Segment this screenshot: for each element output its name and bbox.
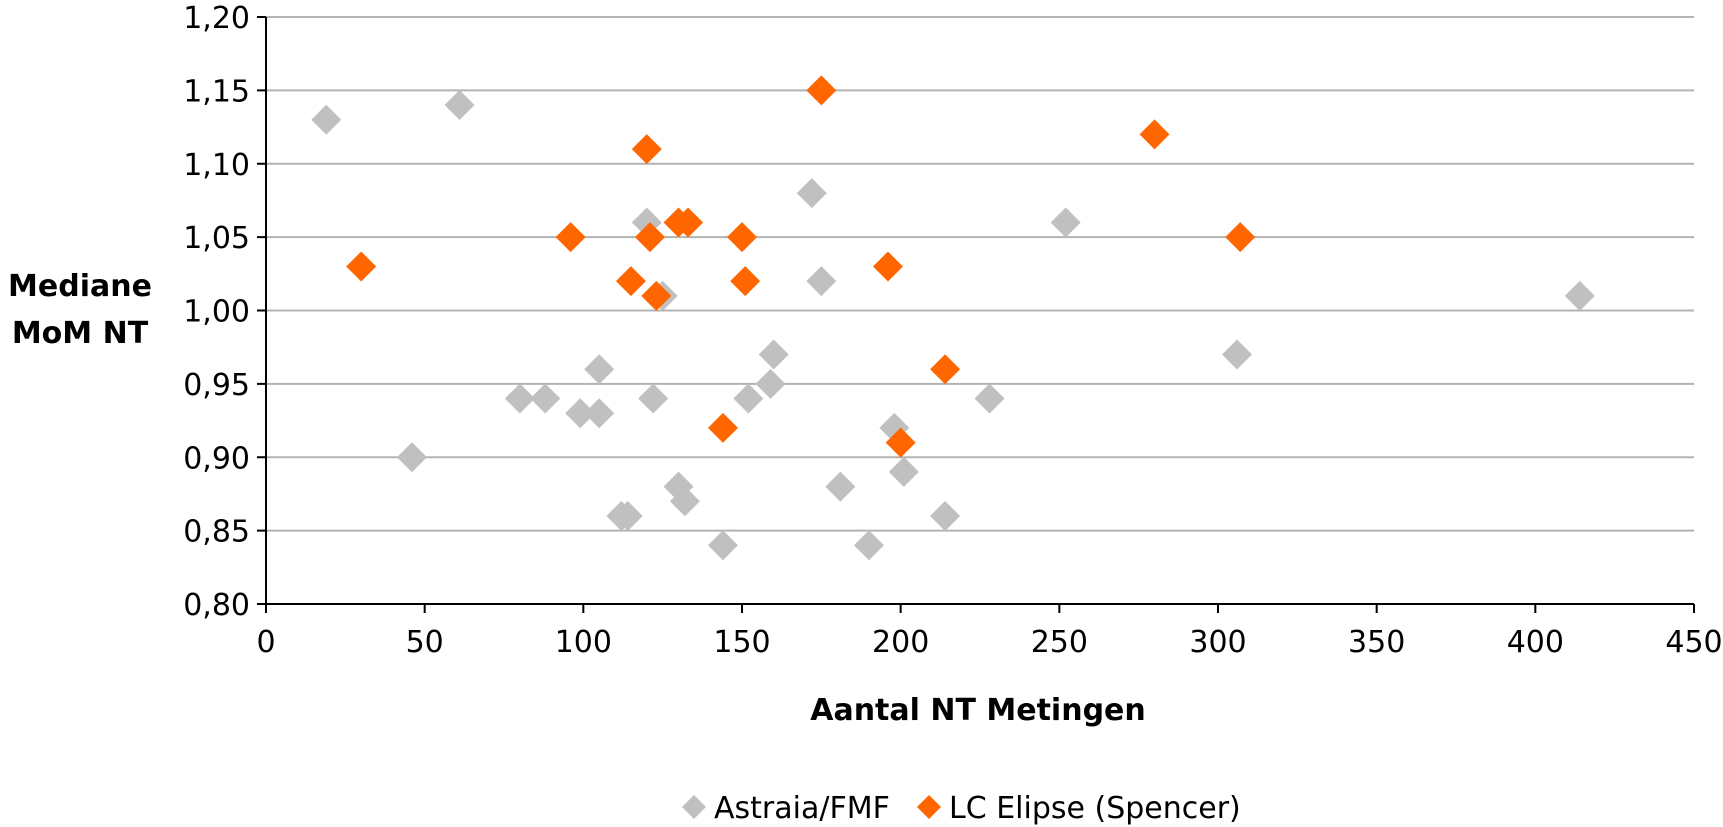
data-point [584,354,615,385]
data-point [1050,207,1081,238]
data-point [796,178,827,209]
x-tick-label: 300 [1189,625,1246,660]
legend-marker-astraia-fmf [682,795,706,819]
data-point [555,222,586,253]
y-axis-title-line-1: Mediane [8,269,152,304]
x-tick-label: 150 [713,625,770,660]
data-point [530,383,561,414]
y-tick-label: 0,90 [183,441,250,476]
data-point [584,398,615,429]
legend-label-lc-elipse: LC Elipse (Spencer) [949,791,1241,826]
data-point [1139,119,1170,150]
data-point [825,471,856,502]
data-point [1564,280,1595,311]
x-axis-ticks: 0 50 100 150 200 250 300 350 400 450 [256,604,1723,660]
legend: Astraia/FMF LC Elipse (Spencer) [682,791,1241,826]
x-tick-label: 50 [406,625,444,660]
data-point [673,207,704,238]
data-point [758,339,789,370]
data-point [806,75,837,106]
series-lc-elipse-spencer [346,75,1256,458]
data-point [634,222,665,253]
data-point [872,251,903,282]
y-tick-label: 1,10 [183,148,250,183]
legend-marker-lc-elipse [917,795,941,819]
data-point [727,222,757,253]
legend-label-astraia-fmf: Astraia/FMF [714,791,890,826]
data-point [1225,222,1256,253]
data-point [504,383,535,414]
data-point [346,251,377,282]
data-point [641,280,672,311]
data-point [444,90,475,121]
x-tick-label: 400 [1507,625,1564,660]
x-tick-label: 100 [555,625,612,660]
y-tick-label: 0,80 [183,588,250,623]
data-point [1222,339,1253,370]
y-axis-ticks: 0,80 0,85 0,90 0,95 1,00 1,05 1,10 1,15 1,20 [183,1,266,623]
x-tick-label: 250 [1031,625,1088,660]
y-tick-label: 0,95 [183,368,250,403]
y-axis-title-line-2: MoM NT [12,316,149,351]
y-tick-label: 1,05 [183,221,250,256]
y-tick-label: 1,20 [183,1,250,36]
data-point [806,266,837,297]
data-point [565,398,596,429]
x-axis-title: Aantal NT Metingen [810,693,1146,728]
gridlines [266,16,1694,532]
x-tick-label: 350 [1348,625,1405,660]
data-point [930,354,961,385]
x-tick-label: 0 [256,625,275,660]
data-point [631,134,662,165]
data-point [396,442,427,473]
y-tick-label: 1,00 [183,295,250,330]
data-point [974,383,1005,414]
data-point [730,266,761,297]
data-point [615,266,646,297]
data-point [755,368,786,399]
data-point [612,500,643,531]
data-point [733,383,764,414]
series-astraia-fmf [311,90,1595,561]
data-point [311,104,342,135]
data-point [707,530,738,561]
data-point [707,412,738,443]
data-point [930,500,961,531]
data-point [888,456,919,487]
y-tick-label: 0,85 [183,515,250,550]
data-point [669,486,700,517]
x-tick-label: 200 [872,625,929,660]
y-tick-label: 1,15 [183,74,250,109]
data-point [885,427,916,458]
x-tick-label: 450 [1665,625,1722,660]
data-points [311,75,1595,561]
data-point [853,530,884,561]
data-point [638,383,669,414]
